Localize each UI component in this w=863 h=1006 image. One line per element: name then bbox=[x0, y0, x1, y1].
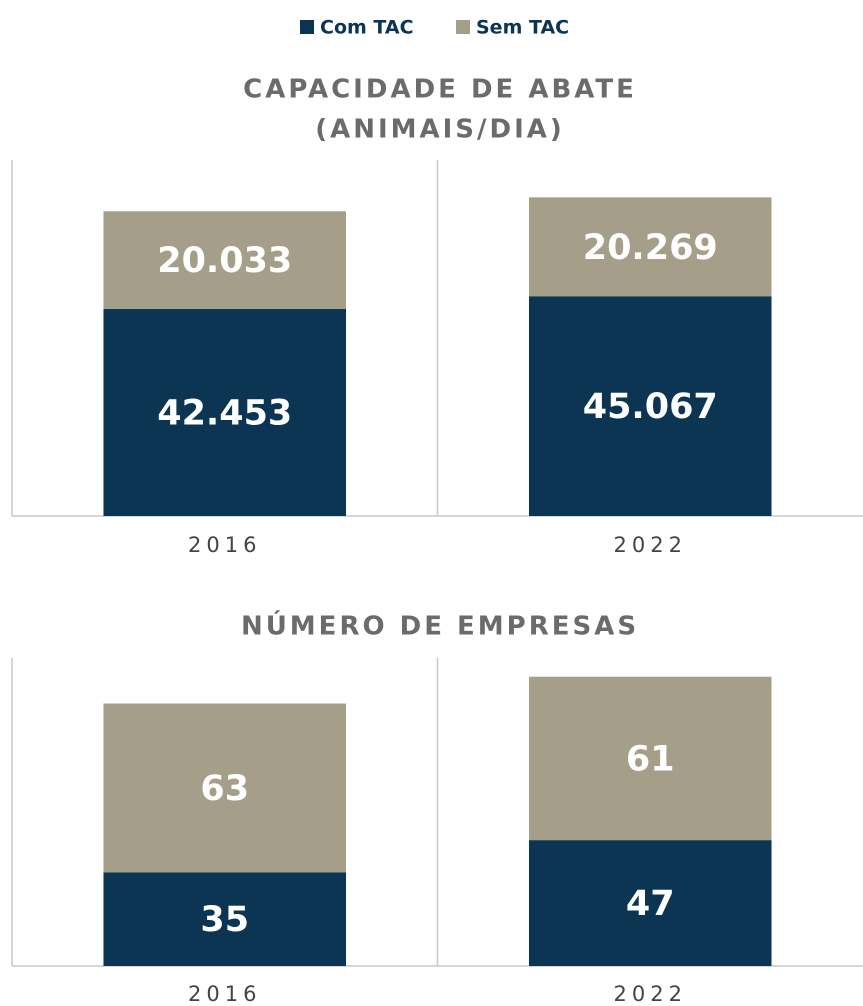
x-tick-label: 2016 bbox=[188, 533, 261, 557]
chart-title: CAPACIDADE DE ABATE bbox=[243, 75, 637, 105]
bar-segment bbox=[528, 676, 772, 841]
x-tick-label: 2016 bbox=[188, 982, 261, 1006]
bar-segment bbox=[103, 703, 347, 873]
bar-segment bbox=[528, 197, 772, 297]
legend-label: Sem TAC bbox=[476, 17, 569, 39]
chart-title: NÚMERO DE EMPRESAS bbox=[241, 610, 639, 642]
chart-title: (ANIMAIS/DIA) bbox=[315, 115, 565, 145]
data-label: 47 bbox=[626, 884, 675, 924]
data-label: 45.067 bbox=[583, 387, 718, 427]
data-label: 63 bbox=[200, 769, 249, 809]
data-label: 35 bbox=[200, 900, 249, 940]
x-tick-label: 2022 bbox=[614, 982, 687, 1006]
legend-swatch bbox=[300, 20, 314, 34]
legend-swatch bbox=[456, 20, 470, 34]
legend-label: Com TAC bbox=[320, 17, 414, 39]
bar-segment bbox=[103, 211, 347, 309]
data-label: 42.453 bbox=[157, 393, 292, 433]
bar-segment bbox=[103, 308, 347, 516]
bar-segment bbox=[528, 840, 772, 966]
bar-segment bbox=[528, 296, 772, 516]
data-label: 20.269 bbox=[583, 228, 718, 268]
data-label: 61 bbox=[626, 739, 675, 779]
data-label: 20.033 bbox=[157, 241, 292, 281]
bar-segment bbox=[103, 872, 347, 966]
x-tick-label: 2022 bbox=[614, 533, 687, 557]
